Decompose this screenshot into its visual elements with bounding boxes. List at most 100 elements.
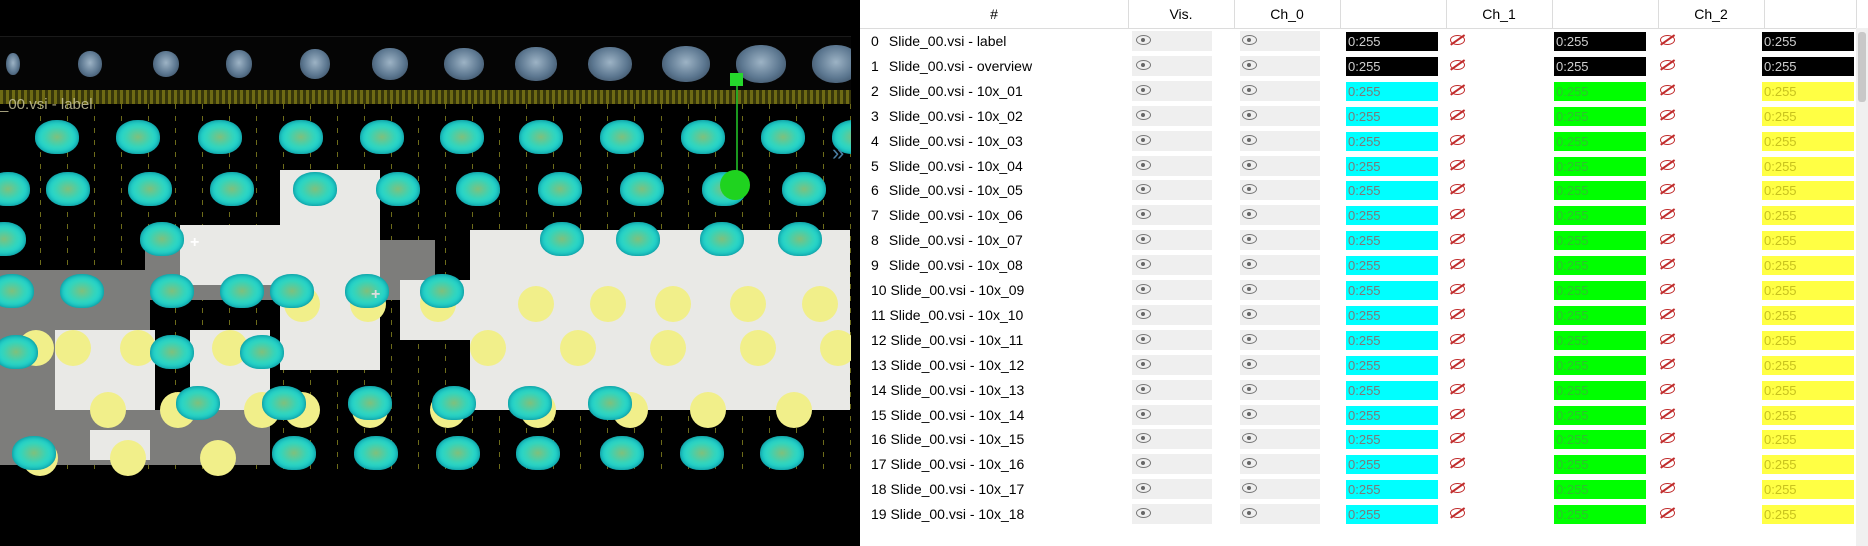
brain-section-tile[interactable] xyxy=(588,386,632,420)
brain-section-tile[interactable] xyxy=(540,222,584,256)
brain-section-tile[interactable] xyxy=(262,386,306,420)
eye-slash-icon[interactable] xyxy=(1450,84,1465,95)
ch1-range-field[interactable]: 0:255 xyxy=(1554,380,1646,400)
brain-section-tile[interactable] xyxy=(293,172,337,206)
scrollbar-thumb[interactable] xyxy=(1858,32,1866,102)
brain-section-tile[interactable] xyxy=(376,172,420,206)
brain-section-tile[interactable] xyxy=(270,274,314,308)
overview-thumbnail[interactable] xyxy=(6,53,20,75)
eye-slash-icon[interactable] xyxy=(1660,84,1675,95)
brain-section-tile[interactable] xyxy=(760,436,804,470)
visibility-cell[interactable] xyxy=(1132,130,1212,151)
brain-section-tile[interactable] xyxy=(140,222,184,256)
brain-section-tile[interactable] xyxy=(600,120,644,154)
eye-slash-icon[interactable] xyxy=(1450,333,1465,344)
ch2-range-field[interactable]: 0:255 xyxy=(1762,405,1854,425)
column-header-index[interactable]: # xyxy=(860,0,1129,28)
eye-slash-icon[interactable] xyxy=(1450,358,1465,369)
ch0-visibility-cell[interactable] xyxy=(1240,255,1320,276)
eye-slash-icon[interactable] xyxy=(1660,134,1675,145)
eye-icon[interactable] xyxy=(1136,458,1151,469)
table-row[interactable]: 2 Slide_00.vsi - 10x_01 0:255 0:255 0:255 xyxy=(860,79,1868,104)
eye-slash-icon[interactable] xyxy=(1450,184,1465,195)
brain-section-tile[interactable] xyxy=(600,436,644,470)
ch2-range-field[interactable]: 0:255 xyxy=(1762,355,1854,375)
ch0-range-field[interactable]: 0:255 xyxy=(1346,455,1438,475)
table-row[interactable]: 17 Slide_00.vsi - 10x_16 0:255 0:255 0:255 xyxy=(860,452,1868,477)
source-name-cell[interactable]: 5 Slide_00.vsi - 10x_04 xyxy=(871,158,1023,174)
brain-section-tile[interactable] xyxy=(354,436,398,470)
eye-icon[interactable] xyxy=(1136,184,1151,195)
ch0-visibility-cell[interactable] xyxy=(1240,31,1320,51)
eye-slash-icon[interactable] xyxy=(1660,308,1675,319)
ch1-range-field[interactable]: 0:255 xyxy=(1554,256,1646,276)
table-row[interactable]: 0 Slide_00.vsi - label 0:255 0:255 0:255 xyxy=(860,29,1868,54)
brain-section-tile[interactable] xyxy=(60,274,104,308)
table-row[interactable]: 12 Slide_00.vsi - 10x_11 0:255 0:255 0:255 xyxy=(860,328,1868,353)
brain-section-tile[interactable] xyxy=(116,120,160,154)
ch0-visibility-cell[interactable] xyxy=(1240,230,1320,251)
visibility-cell[interactable] xyxy=(1132,429,1212,450)
ch2-range-field[interactable]: 0:255 xyxy=(1762,281,1854,300)
column-header-ch0[interactable]: Ch_0 xyxy=(1234,0,1341,28)
visibility-cell[interactable] xyxy=(1132,180,1212,201)
source-name-cell[interactable]: 12 Slide_00.vsi - 10x_11 xyxy=(871,332,1023,348)
eye-icon[interactable] xyxy=(1136,259,1151,270)
table-row[interactable]: 10 Slide_00.vsi - 10x_09 0:255 0:255 0:255 xyxy=(860,278,1868,303)
eye-icon[interactable] xyxy=(1136,84,1151,95)
eye-icon[interactable] xyxy=(1242,358,1257,369)
overview-thumbnail[interactable] xyxy=(812,45,851,83)
source-name-cell[interactable]: 13 Slide_00.vsi - 10x_12 xyxy=(871,357,1024,373)
ch2-range-field[interactable]: 0:255 xyxy=(1762,181,1854,201)
source-name-cell[interactable]: 19 Slide_00.vsi - 10x_18 xyxy=(871,506,1024,522)
ch0-range-field[interactable]: 0:255 xyxy=(1346,256,1438,276)
ch1-range-field[interactable]: 0:255 xyxy=(1554,480,1646,500)
source-name-cell[interactable]: 14 Slide_00.vsi - 10x_13 xyxy=(871,382,1024,398)
eye-slash-icon[interactable] xyxy=(1450,134,1465,145)
ch2-range-field[interactable]: 0:255 xyxy=(1762,330,1854,350)
brain-section-tile[interactable] xyxy=(348,386,392,420)
eye-icon[interactable] xyxy=(1242,159,1257,170)
overview-thumbnail[interactable] xyxy=(153,51,179,77)
eye-slash-icon[interactable] xyxy=(1660,209,1675,220)
visibility-cell[interactable] xyxy=(1132,504,1212,525)
ch1-range-field[interactable]: 0:255 xyxy=(1554,505,1646,525)
brain-section-tile[interactable] xyxy=(0,222,26,256)
eye-slash-icon[interactable] xyxy=(1660,35,1675,45)
column-header-ch1[interactable]: Ch_1 xyxy=(1446,0,1553,28)
ch1-range-field[interactable]: 0:255 xyxy=(1554,106,1646,126)
eye-slash-icon[interactable] xyxy=(1660,458,1675,469)
eye-icon[interactable] xyxy=(1242,433,1257,444)
eye-icon[interactable] xyxy=(1242,408,1257,419)
ch0-range-field[interactable]: 0:255 xyxy=(1346,231,1438,251)
eye-icon[interactable] xyxy=(1136,134,1151,145)
ch1-range-field[interactable]: 0:255 xyxy=(1554,156,1646,176)
ch0-visibility-cell[interactable] xyxy=(1240,354,1320,375)
table-row[interactable]: 11 Slide_00.vsi - 10x_10 0:255 0:255 0:255 xyxy=(860,303,1868,328)
eye-icon[interactable] xyxy=(1242,333,1257,344)
ch0-range-field[interactable]: 0:255 xyxy=(1346,355,1438,375)
source-name-cell[interactable]: 8 Slide_00.vsi - 10x_07 xyxy=(871,232,1023,248)
eye-icon[interactable] xyxy=(1136,159,1151,170)
visibility-cell[interactable] xyxy=(1132,454,1212,475)
eye-slash-icon[interactable] xyxy=(1660,109,1675,120)
eye-slash-icon[interactable] xyxy=(1450,308,1465,319)
eye-icon[interactable] xyxy=(1242,483,1257,494)
table-row[interactable]: 19 Slide_00.vsi - 10x_18 0:255 0:255 0:255 xyxy=(860,502,1868,527)
eye-icon[interactable] xyxy=(1242,209,1257,220)
eye-slash-icon[interactable] xyxy=(1660,159,1675,170)
eye-icon[interactable] xyxy=(1242,59,1257,70)
eye-icon[interactable] xyxy=(1242,109,1257,120)
ch2-range-field[interactable]: 0:255 xyxy=(1762,256,1854,276)
brain-section-tile[interactable] xyxy=(538,172,582,206)
selected-tile-marker[interactable] xyxy=(730,73,743,86)
eye-slash-icon[interactable] xyxy=(1450,59,1465,70)
eye-slash-icon[interactable] xyxy=(1450,209,1465,220)
eye-slash-icon[interactable] xyxy=(1450,433,1465,444)
ch2-range-field[interactable]: 0:255 xyxy=(1762,455,1854,475)
overview-thumbnail[interactable] xyxy=(226,50,252,78)
brain-section-tile[interactable] xyxy=(279,120,323,154)
eye-icon[interactable] xyxy=(1242,259,1257,270)
source-name-cell[interactable]: 10 Slide_00.vsi - 10x_09 xyxy=(871,282,1024,298)
ch0-range-field[interactable]: 0:255 xyxy=(1346,56,1438,76)
